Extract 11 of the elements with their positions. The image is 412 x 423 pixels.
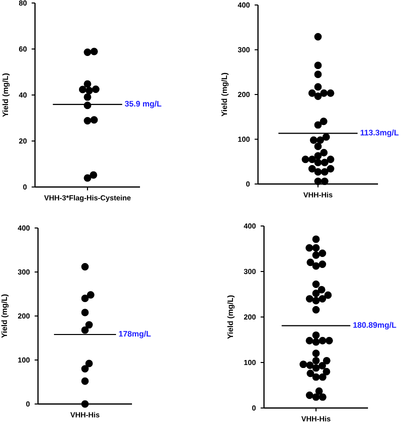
point <box>81 308 89 316</box>
ref-line-label: 35.9 mg/L <box>124 100 162 108</box>
point <box>81 262 89 270</box>
point <box>81 294 89 302</box>
point <box>81 365 89 373</box>
point <box>81 377 89 385</box>
point <box>81 400 89 408</box>
ref-line-label: 113.3mg/L <box>360 130 399 138</box>
ref-line-label: 178mg/L <box>119 330 151 338</box>
point <box>81 326 89 334</box>
ref-line-label: 180.89mg/L <box>353 322 396 330</box>
